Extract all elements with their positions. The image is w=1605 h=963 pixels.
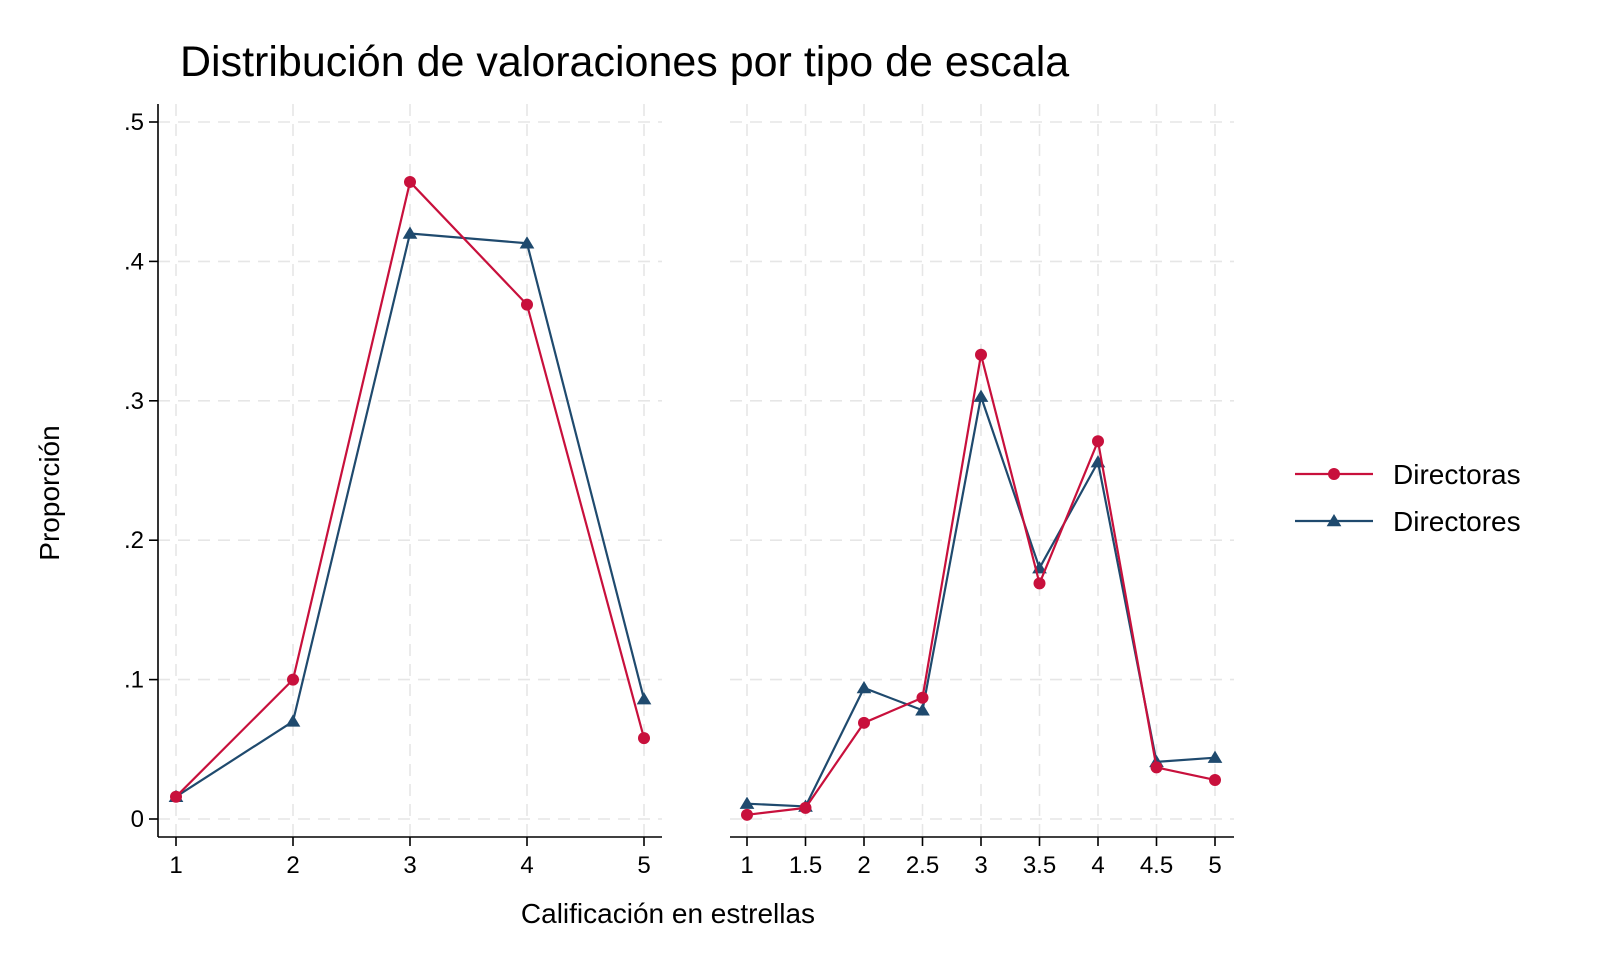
data-point-directoras [1209, 773, 1221, 786]
series-directoras [170, 175, 650, 803]
panel-2: 1 1.5 2 2.5 3 3.5 4 4.5 5 [730, 104, 1234, 879]
data-point-directores [285, 714, 301, 727]
y-tick-label: .1 [124, 667, 144, 694]
data-point-directores [636, 692, 652, 705]
panel-1: 1 2 3 4 5 0 .1 .2 .3 .4 .5 [124, 104, 662, 879]
x-tick-label: 5 [637, 852, 650, 879]
x-tick-label: 4 [1091, 852, 1104, 879]
series-directoras [741, 348, 1221, 821]
data-point-directores [915, 703, 930, 716]
data-point-directoras [1033, 577, 1046, 590]
data-point-directores [973, 389, 989, 402]
data-point-directoras [916, 691, 929, 704]
data-point-directores [856, 680, 872, 694]
data-point-directoras [638, 732, 650, 745]
data-point-directoras [741, 808, 753, 821]
y-tick-label: .3 [124, 388, 144, 415]
x-tick-label: 4.5 [1140, 852, 1173, 879]
x-tick-label: 3 [974, 852, 987, 879]
data-point-directoras [1092, 435, 1104, 448]
data-point-directoras [521, 298, 533, 311]
y-tick-label: .2 [124, 527, 144, 554]
chart-panels: 1 2 3 4 5 0 .1 .2 .3 .4 .5 1 1.5 2 2.5 3 3.5 4 4.5 5 [124, 104, 1234, 879]
series-directores [168, 226, 652, 802]
data-point-directoras [975, 348, 987, 361]
data-point-directoras [858, 716, 870, 729]
legend-item-directoras: Directoras [1295, 459, 1521, 490]
y-tick-label: 0 [131, 806, 144, 833]
data-point-directores [1207, 750, 1223, 763]
data-point-directores [402, 226, 418, 239]
x-tick-label: 2 [857, 852, 870, 879]
legend-label: Directores [1393, 506, 1521, 537]
y-axis-label: Proporción [34, 425, 65, 560]
legend: Directoras Directores [1295, 459, 1521, 537]
x-tick-label: 4 [520, 852, 533, 879]
x-tick-label: 3 [403, 852, 416, 879]
legend-label: Directoras [1393, 459, 1521, 490]
y-tick-label: .4 [124, 248, 144, 275]
y-tick-label: .5 [124, 109, 144, 136]
data-point-directoras [404, 175, 416, 188]
data-point-directores [739, 796, 755, 809]
legend-marker [1328, 468, 1340, 480]
x-tick-label: 1 [169, 852, 182, 879]
x-tick-label: 2.5 [906, 852, 939, 879]
x-tick-label: 2 [286, 852, 299, 879]
x-tick-label: 1 [740, 852, 753, 879]
data-point-directoras [799, 801, 812, 814]
legend-item-directores: Directores [1295, 506, 1521, 537]
x-tick-label: 1.5 [789, 852, 822, 879]
data-point-directoras [170, 790, 182, 803]
data-point-directoras [287, 673, 299, 686]
chart-title: Distribución de valoraciones por tipo de… [180, 38, 1069, 86]
x-tick-label: 5 [1208, 852, 1221, 879]
legend-marker [1326, 514, 1342, 527]
data-point-directores [519, 236, 535, 249]
data-point-directoras [1150, 761, 1163, 774]
x-tick-label: 3.5 [1023, 852, 1056, 879]
x-axis-label: Calificación en estrellas [521, 898, 815, 929]
